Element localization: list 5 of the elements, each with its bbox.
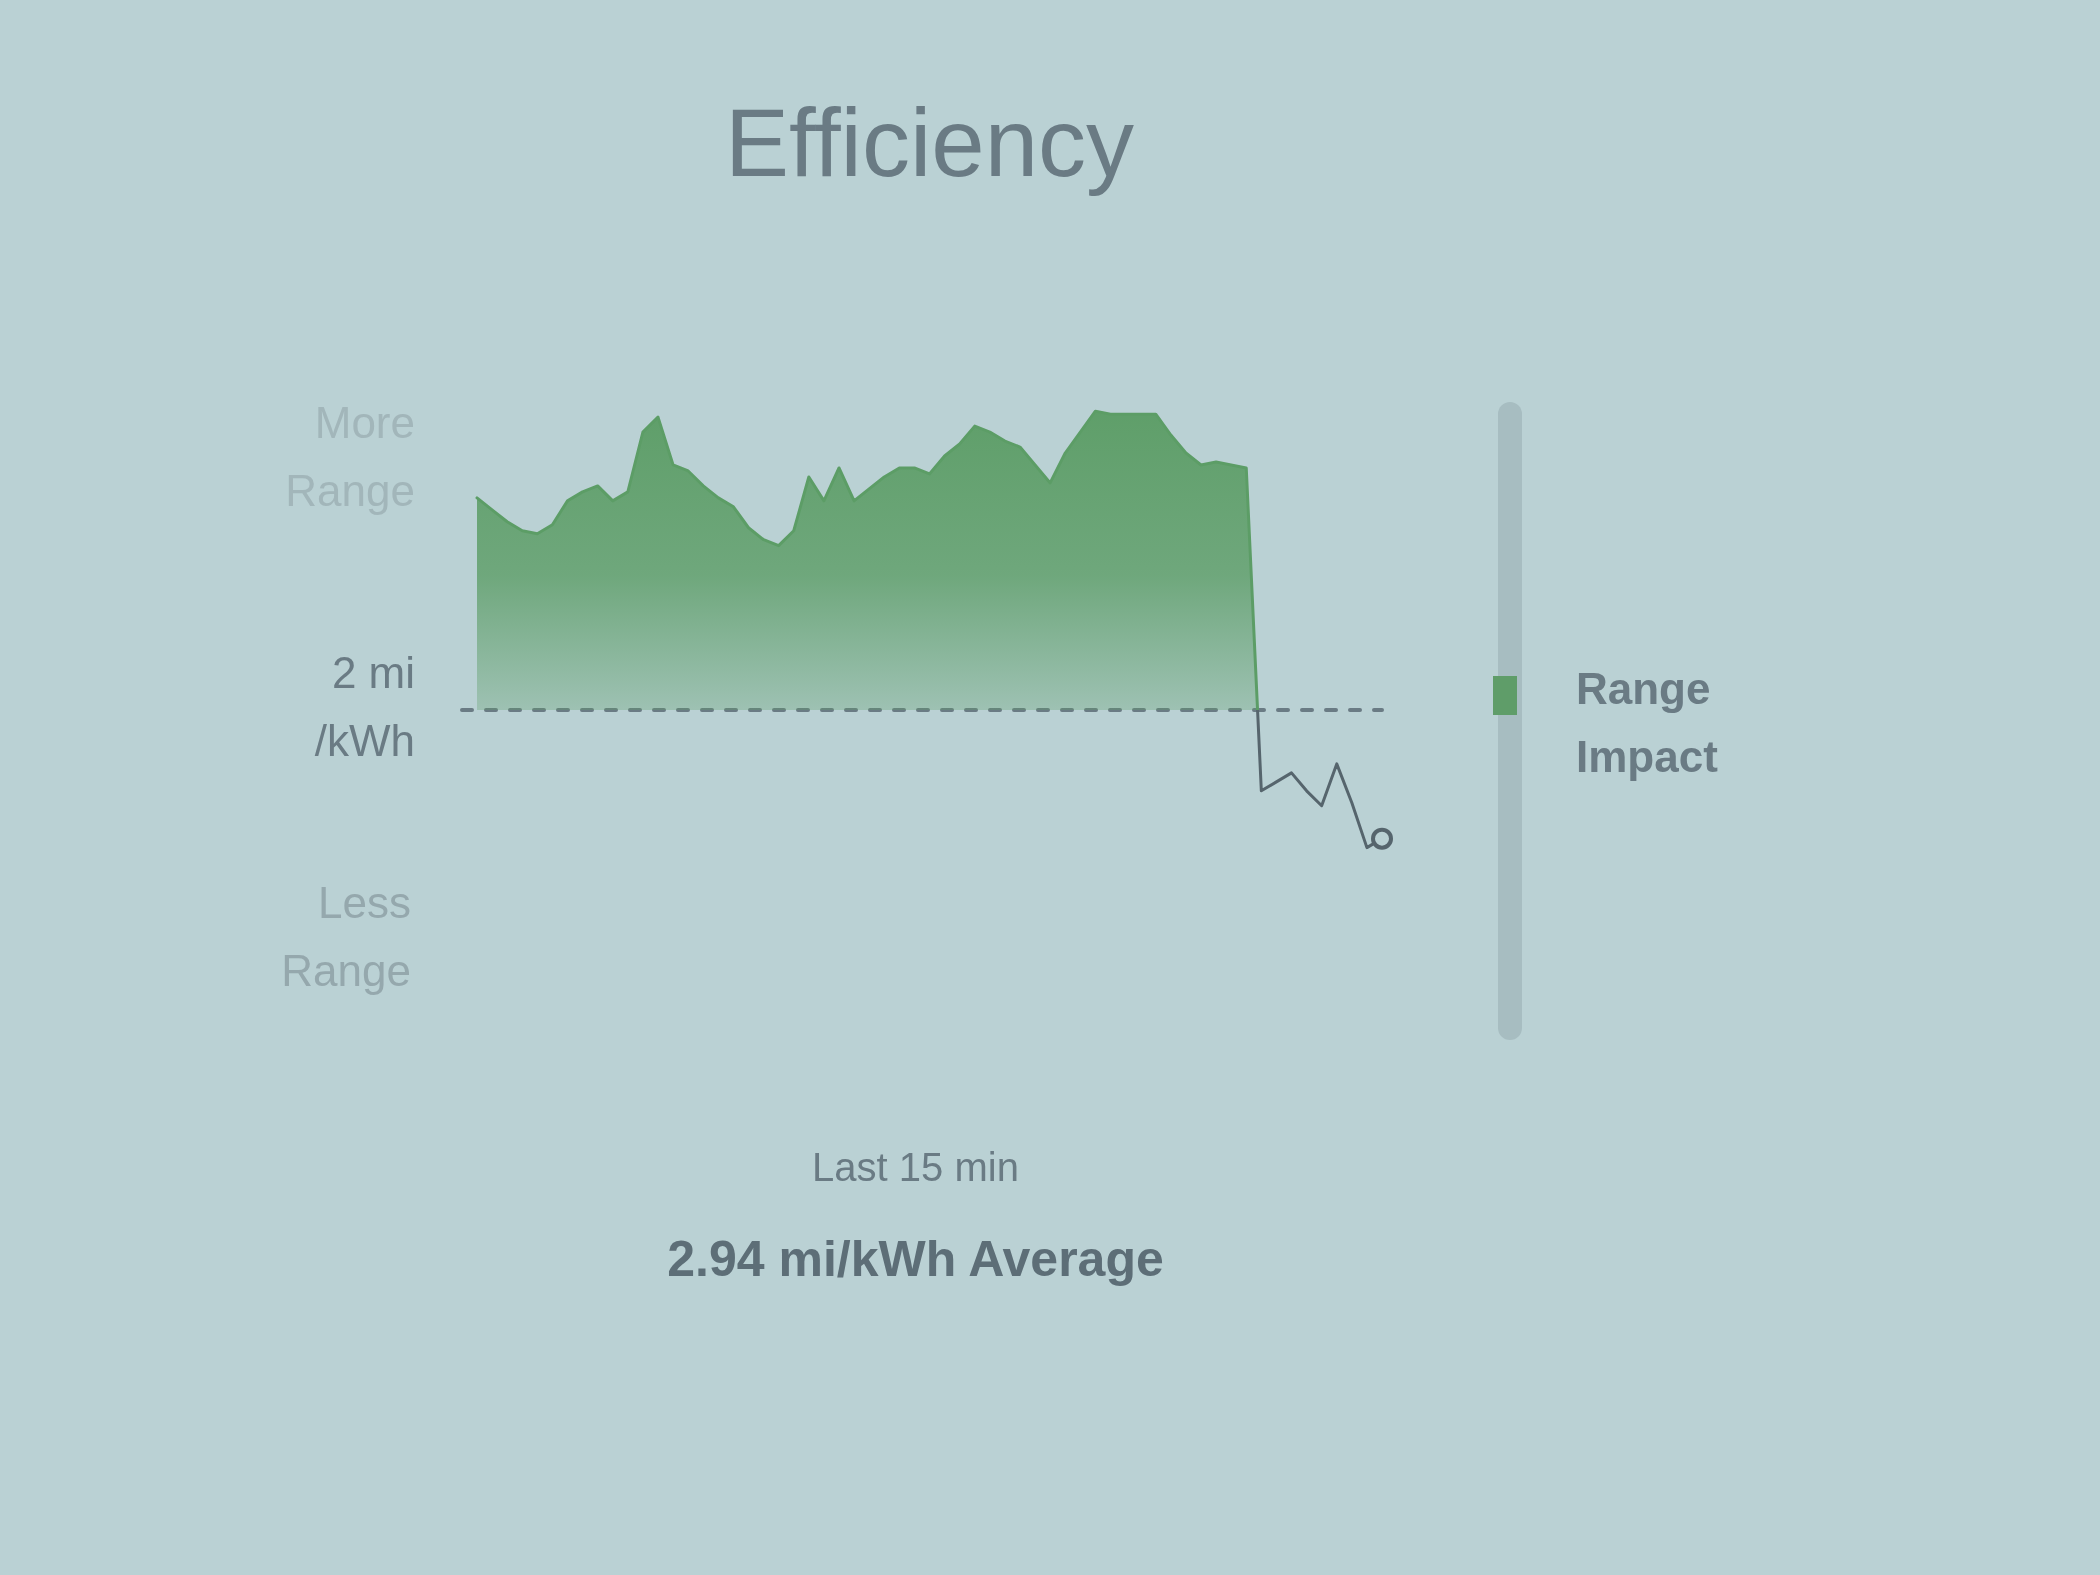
ref-line-label: 2 mi /kWh [314,648,415,766]
text: Range Impact [1576,664,1719,782]
text: Last 15 min [812,1145,1019,1190]
text: 2.94 mi/kWh Average [667,1230,1164,1287]
chart-title: Efficiency [724,89,1135,197]
